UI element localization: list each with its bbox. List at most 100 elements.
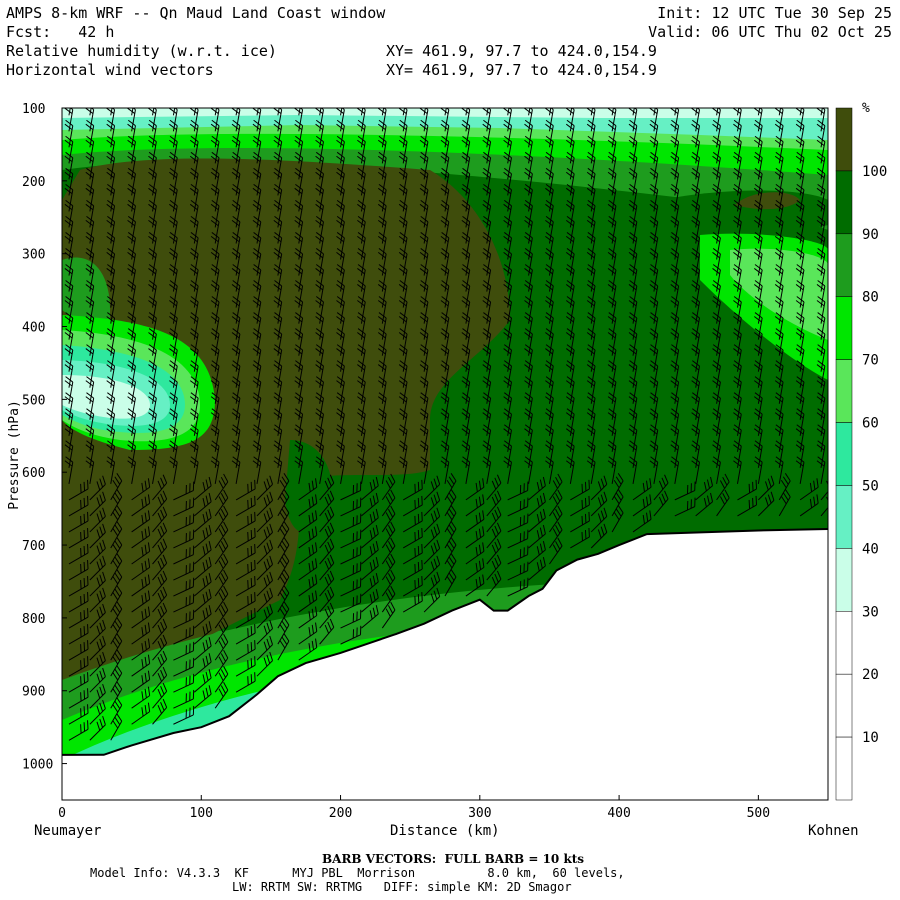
barb-feather [253, 376, 262, 383]
wind-barb [402, 495, 423, 517]
barb-feather [64, 268, 73, 275]
barb-feather [440, 284, 449, 291]
barb-feather [494, 477, 499, 487]
barb-feather [483, 408, 491, 415]
barb-feather [586, 187, 595, 195]
barb-feather [169, 216, 178, 223]
barb-feather [357, 408, 366, 415]
barb-feather [503, 412, 512, 419]
barb-feather [378, 344, 387, 351]
barb-feather [315, 187, 324, 195]
barb-feather [147, 622, 151, 632]
barb-feather [691, 380, 700, 387]
barb-feather [169, 348, 177, 355]
barb-feather [377, 108, 386, 114]
wind-barb [214, 682, 229, 709]
barb-feather [336, 376, 345, 383]
barb-feather [524, 264, 533, 271]
barb-feather [753, 444, 762, 451]
wind-barb [298, 478, 318, 501]
barb-feather [107, 296, 115, 303]
barb-feather [813, 496, 816, 506]
barb-feather [398, 155, 407, 163]
barb-feather [273, 219, 282, 227]
barb-feather [796, 183, 805, 191]
barb-feather [608, 119, 617, 127]
barb-feather [670, 396, 679, 403]
barb-feather [504, 183, 512, 191]
wind-barb [549, 505, 563, 533]
barb-feather [419, 235, 428, 243]
barb-feather [141, 611, 144, 621]
barb-feather [90, 108, 94, 111]
wind-barb [256, 587, 274, 613]
barb-feather [608, 344, 617, 351]
barb-feather [64, 123, 73, 131]
barb-feather [607, 268, 616, 275]
barb-feather [670, 316, 679, 323]
barb-feather [369, 610, 373, 620]
barb-feather [441, 376, 450, 383]
barb-feather [478, 576, 482, 586]
barb-feather [420, 360, 429, 367]
barb-feather [420, 92, 427, 97]
barb-feather [231, 284, 240, 291]
barb-feather [294, 251, 303, 259]
barb-feather [628, 155, 637, 163]
barb-feather [315, 123, 324, 131]
barb-feather [308, 579, 311, 589]
barb-feather [379, 88, 386, 93]
barb-feather [274, 135, 282, 143]
barb-feather [157, 512, 162, 522]
barb-feather [398, 348, 407, 355]
barb-feather [536, 482, 540, 492]
barb-feather [441, 440, 450, 447]
barb-feather [462, 456, 471, 463]
barb-feather [148, 123, 156, 131]
wind-barb [423, 491, 441, 517]
barb-feather [102, 635, 106, 645]
barb-feather [253, 216, 262, 223]
wind-barb [131, 670, 151, 693]
barb-feather [691, 428, 700, 435]
barb-feather [670, 268, 679, 275]
barb-feather [212, 88, 219, 93]
wind-barb [173, 705, 195, 725]
wind-barb [85, 456, 95, 484]
barb-feather [565, 460, 574, 467]
barb-feather [329, 570, 335, 580]
barb-feather [529, 108, 533, 111]
barb-feather [99, 558, 104, 568]
barb-feather [294, 316, 303, 323]
barb-feather [106, 187, 115, 195]
barb-feather [796, 344, 805, 351]
wind-barb [319, 602, 335, 629]
barb-feather [86, 424, 94, 431]
barb-feather [482, 380, 491, 387]
barb-feather [446, 544, 453, 553]
barb-feather [189, 139, 198, 147]
barb-feather [433, 526, 438, 536]
barb-feather [649, 510, 652, 520]
barb-feather [107, 392, 115, 399]
barb-feather [65, 119, 74, 127]
wind-barb [507, 529, 529, 549]
barb-feather [795, 300, 804, 307]
barb-feather [357, 219, 365, 227]
barb-feather [399, 424, 408, 431]
barb-feather [218, 560, 224, 569]
barb-feather [692, 183, 700, 191]
barb-feather [315, 316, 324, 323]
barb-feather [116, 649, 123, 658]
barb-feather [649, 460, 658, 467]
barb-feather [223, 505, 229, 515]
barb-feather [433, 478, 438, 488]
barb-feather [671, 119, 679, 127]
barb-feather [774, 251, 783, 259]
barb-feather [796, 119, 805, 127]
barb-feather [586, 108, 595, 114]
barb-feather [336, 440, 345, 447]
barb-feather [385, 608, 391, 617]
barb-feather [252, 412, 261, 419]
barb-feather [148, 280, 157, 287]
